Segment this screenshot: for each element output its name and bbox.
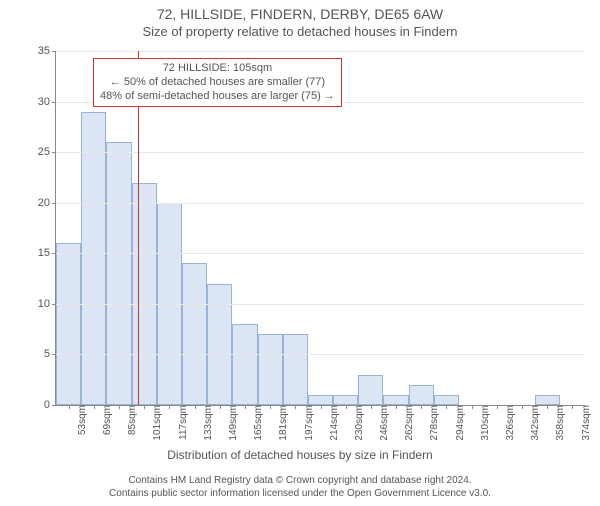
xtick-mark xyxy=(220,405,221,409)
credits: Contains HM Land Registry data © Crown c… xyxy=(0,474,600,500)
ytick-label: 10 xyxy=(38,298,56,310)
annotation-line-2: ← 50% of detached houses are smaller (77… xyxy=(100,76,335,90)
grid-line xyxy=(56,152,585,153)
bar xyxy=(308,395,333,405)
chart-subtitle: Size of property relative to detached ho… xyxy=(0,24,600,39)
xtick-mark xyxy=(522,405,523,409)
xtick-label: 374sqm xyxy=(577,405,592,441)
bar xyxy=(81,112,106,405)
ytick-label: 5 xyxy=(44,348,56,360)
bar xyxy=(106,142,131,405)
bar xyxy=(333,395,358,405)
bar xyxy=(258,334,283,405)
xtick-label: 85sqm xyxy=(123,405,138,435)
bar xyxy=(358,375,383,405)
ytick-label: 25 xyxy=(38,146,56,158)
annotation-line-3: 48% of semi-detached houses are larger (… xyxy=(100,90,335,104)
grid-line xyxy=(56,354,585,355)
bar xyxy=(434,395,459,405)
xtick-label: 326sqm xyxy=(501,405,516,441)
xtick-mark xyxy=(446,405,447,409)
xtick-mark xyxy=(472,405,473,409)
xtick-label: 262sqm xyxy=(400,405,415,441)
xtick-mark xyxy=(346,405,347,409)
xtick-label: 53sqm xyxy=(73,405,88,435)
ytick-label: 30 xyxy=(38,96,56,108)
grid-line xyxy=(56,304,585,305)
xtick-label: 149sqm xyxy=(224,405,239,441)
xtick-mark xyxy=(245,405,246,409)
credits-line-2: Contains public sector information licen… xyxy=(0,487,600,500)
xtick-label: 69sqm xyxy=(98,405,113,435)
chart-title: 72, HILLSIDE, FINDERN, DERBY, DE65 6AW xyxy=(0,6,600,22)
xtick-mark xyxy=(119,405,120,409)
xtick-label: 246sqm xyxy=(375,405,390,441)
grid-line xyxy=(56,203,585,204)
bar xyxy=(207,284,232,405)
bar xyxy=(535,395,560,405)
xtick-mark xyxy=(547,405,548,409)
bar xyxy=(409,385,434,405)
plot-area: 0510152025303553sqm69sqm85sqm101sqm117sq… xyxy=(55,51,585,406)
xtick-label: 294sqm xyxy=(451,405,466,441)
xtick-mark xyxy=(572,405,573,409)
ytick-label: 35 xyxy=(38,45,56,57)
grid-line xyxy=(56,253,585,254)
bar xyxy=(383,395,408,405)
xtick-mark xyxy=(144,405,145,409)
annotation-box: 72 HILLSIDE: 105sqm← 50% of detached hou… xyxy=(93,58,342,107)
bar xyxy=(182,263,207,405)
bar xyxy=(232,324,257,405)
credits-line-1: Contains HM Land Registry data © Crown c… xyxy=(0,474,600,487)
xtick-mark xyxy=(497,405,498,409)
xtick-label: 214sqm xyxy=(325,405,340,441)
xtick-mark xyxy=(321,405,322,409)
xtick-mark xyxy=(421,405,422,409)
bar xyxy=(56,243,81,405)
xtick-mark xyxy=(94,405,95,409)
xtick-label: 310sqm xyxy=(476,405,491,441)
xtick-label: 278sqm xyxy=(425,405,440,441)
xtick-mark xyxy=(295,405,296,409)
xtick-label: 230sqm xyxy=(350,405,365,441)
xtick-mark xyxy=(396,405,397,409)
x-axis-label: Distribution of detached houses by size … xyxy=(0,448,600,462)
ytick-label: 20 xyxy=(38,197,56,209)
grid-line xyxy=(56,51,585,52)
xtick-label: 165sqm xyxy=(249,405,264,441)
xtick-mark xyxy=(371,405,372,409)
xtick-label: 101sqm xyxy=(148,405,163,441)
annotation-line-1: 72 HILLSIDE: 105sqm xyxy=(100,62,335,76)
ytick-label: 0 xyxy=(44,399,56,411)
xtick-label: 117sqm xyxy=(174,405,189,440)
chart-container: 72, HILLSIDE, FINDERN, DERBY, DE65 6AW S… xyxy=(0,6,600,506)
xtick-mark xyxy=(69,405,70,409)
xtick-mark xyxy=(169,405,170,409)
xtick-label: 197sqm xyxy=(300,405,315,441)
xtick-label: 133sqm xyxy=(199,405,214,441)
bar xyxy=(283,334,308,405)
xtick-mark xyxy=(270,405,271,409)
xtick-label: 181sqm xyxy=(274,405,289,441)
xtick-label: 358sqm xyxy=(551,405,566,441)
bar xyxy=(132,183,157,406)
xtick-mark xyxy=(195,405,196,409)
xtick-label: 342sqm xyxy=(526,405,541,441)
ytick-label: 15 xyxy=(38,247,56,259)
